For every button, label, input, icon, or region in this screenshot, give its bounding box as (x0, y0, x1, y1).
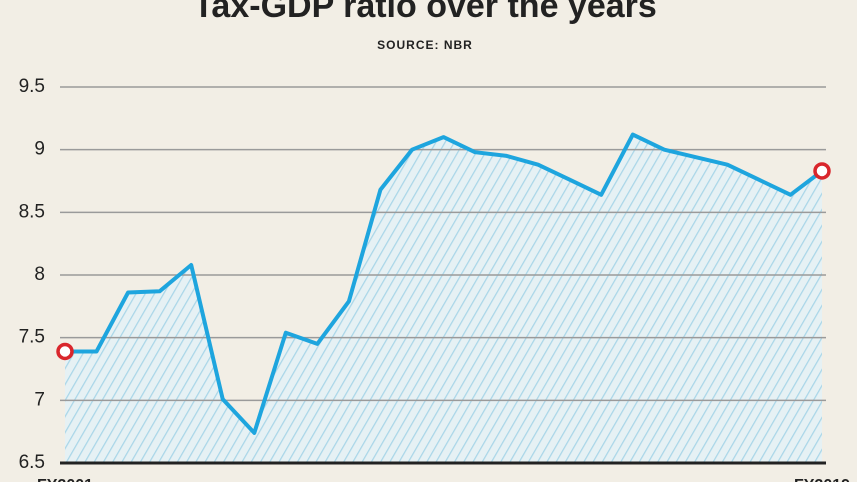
y-tick-label: 8.5 (19, 201, 45, 222)
y-tick-label: 8 (34, 264, 45, 285)
endpoint-marker (813, 162, 831, 180)
area (65, 134, 822, 463)
x-tick-label: FY2001 (37, 477, 93, 482)
x-tick-label: FY2019 (794, 477, 850, 482)
y-tick-label: 9.5 (19, 76, 45, 97)
chart-subtitle: SOURCE: NBR (377, 38, 473, 52)
chart-title: Tax-GDP ratio over the years (193, 0, 657, 25)
y-tick-label: 9 (34, 139, 45, 160)
y-tick-label: 7 (34, 389, 45, 410)
y-tick-label: 6.5 (19, 452, 45, 473)
y-tick-label: 7.5 (19, 327, 45, 348)
line (65, 132, 824, 435)
endpoint-marker (56, 342, 74, 361)
